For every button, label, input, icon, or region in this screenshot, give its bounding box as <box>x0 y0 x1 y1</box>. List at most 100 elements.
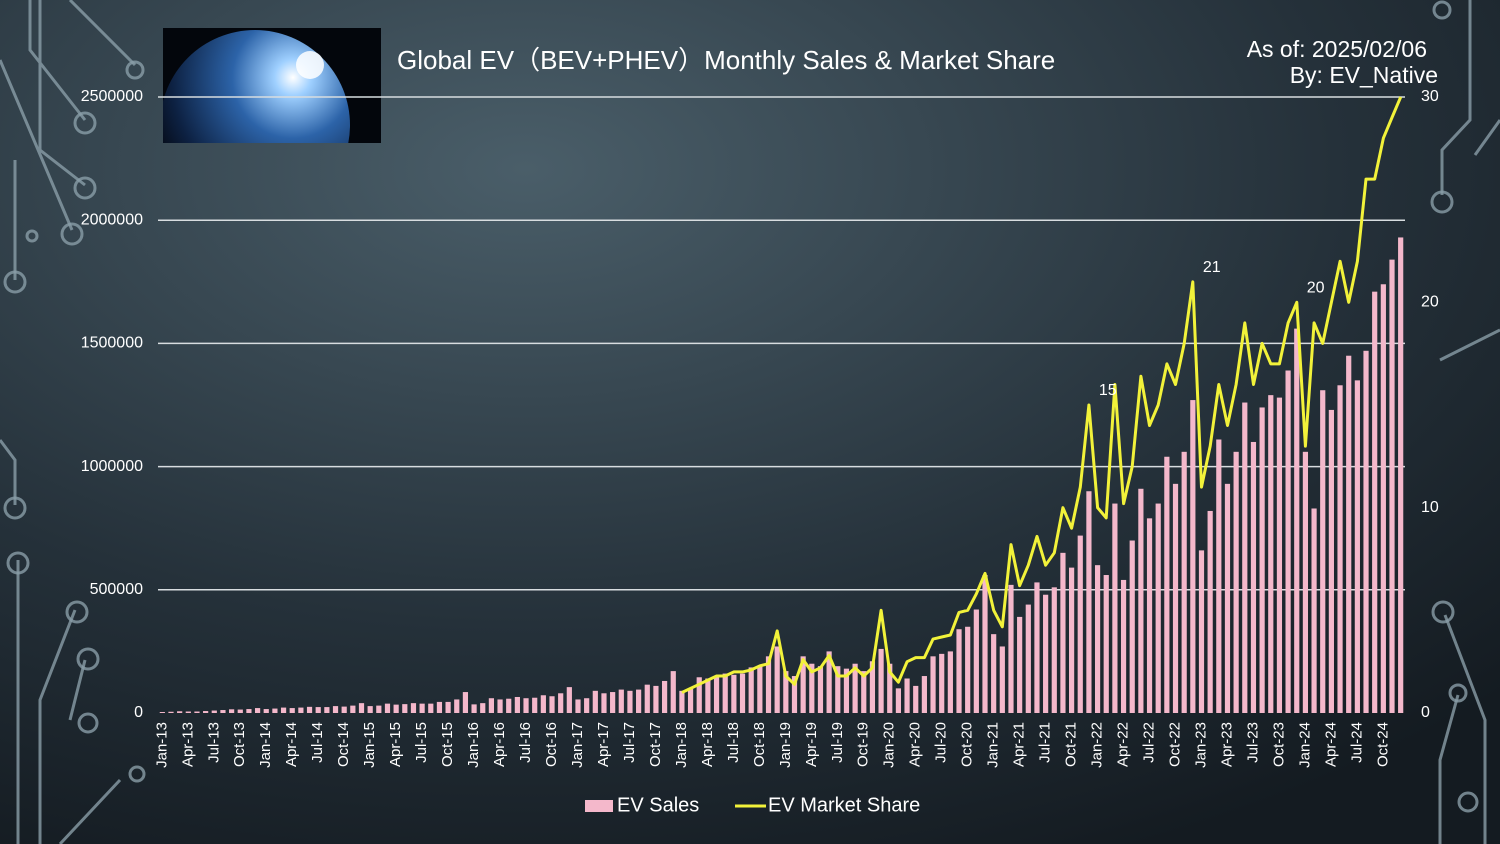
bar <box>774 646 780 713</box>
bar <box>480 703 486 713</box>
bar <box>1363 350 1369 713</box>
data-label: 21 <box>1203 259 1221 276</box>
bar <box>1276 397 1283 713</box>
x-tick-label: Jul-24 <box>1348 722 1365 763</box>
bar <box>272 708 278 713</box>
annotation: By: EV_Native <box>1290 62 1438 88</box>
bar <box>1025 604 1031 713</box>
x-tick-label: Apr-17 <box>595 722 612 767</box>
bar <box>956 629 962 713</box>
bar <box>1294 328 1300 713</box>
legend-label: EV Sales <box>617 794 699 816</box>
bar <box>627 690 633 713</box>
bar <box>1328 409 1334 713</box>
bar <box>540 695 546 713</box>
x-tick-label: Apr-20 <box>907 722 924 767</box>
bar <box>618 689 624 713</box>
bar <box>1320 390 1326 713</box>
bar <box>1051 587 1057 713</box>
x-tick-label: Oct-18 <box>751 722 768 767</box>
x-tick-label: Jul-13 <box>205 722 222 763</box>
x-tick-label: Apr-23 <box>1218 722 1235 767</box>
bar <box>999 646 1005 713</box>
x-tick-label: Oct-24 <box>1374 722 1391 767</box>
x-tick-label: Jul-19 <box>829 722 846 763</box>
bar <box>454 699 460 713</box>
x-tick-label: Apr-14 <box>283 722 300 767</box>
bar <box>436 701 443 713</box>
line <box>681 96 1403 694</box>
bar <box>653 685 659 713</box>
bar <box>1398 237 1404 713</box>
bar <box>1043 594 1049 713</box>
y2-tick-label: 0 <box>1421 704 1430 721</box>
x-tick-label: Jan-22 <box>1089 722 1106 768</box>
bar <box>462 692 469 713</box>
bar <box>1268 395 1274 713</box>
bar <box>679 690 685 713</box>
bar <box>731 674 737 713</box>
bar <box>1346 355 1352 713</box>
x-tick-label: Jan-20 <box>881 722 898 768</box>
bar <box>506 698 512 713</box>
earth-image <box>163 28 381 143</box>
bar <box>809 663 815 713</box>
data-label: 15 <box>1099 382 1117 399</box>
bar <box>497 699 503 713</box>
x-tick-label: Jul-21 <box>1037 722 1054 763</box>
x-tick-label: Apr-22 <box>1115 722 1132 767</box>
bar <box>1138 488 1144 713</box>
bar <box>1337 385 1343 713</box>
bar <box>280 707 287 713</box>
x-tick-label: Jan-17 <box>569 722 586 768</box>
y2-tick-label: 10 <box>1421 499 1439 516</box>
x-tick-label: Jul-22 <box>1141 722 1158 763</box>
x-tick-label: Jan-19 <box>777 722 794 768</box>
bar <box>636 689 642 713</box>
bar <box>1008 584 1014 713</box>
y-tick-label: 1500000 <box>81 335 143 352</box>
bar <box>324 707 330 713</box>
x-tick-label: Jan-16 <box>465 722 482 768</box>
bar <box>523 698 529 713</box>
bar <box>1224 483 1231 713</box>
x-tick-label: Jan-21 <box>985 722 1002 768</box>
annotation: As of: 2025/02/06 <box>1247 36 1427 62</box>
x-tick-label: Jan-15 <box>361 722 378 768</box>
x-tick-label: Apr-18 <box>699 722 716 767</box>
bar <box>783 671 789 713</box>
y-tick-label: 1000000 <box>81 458 143 475</box>
bar <box>1216 439 1222 713</box>
bar <box>1198 550 1205 713</box>
bar <box>289 708 295 713</box>
x-tick-label: Jul-17 <box>621 722 638 763</box>
bar <box>211 710 217 713</box>
bar <box>861 671 867 713</box>
bar <box>566 687 572 713</box>
x-tick-label: Apr-15 <box>387 722 404 767</box>
x-tick-label: Oct-13 <box>231 722 248 767</box>
bar <box>982 575 988 713</box>
x-tick-label: Oct-17 <box>647 722 664 767</box>
bar <box>913 685 919 713</box>
x-tick-label: Jul-18 <box>725 722 742 763</box>
x-tick-label: Oct-15 <box>439 722 456 767</box>
x-tick-label: Oct-23 <box>1270 722 1287 767</box>
bar <box>921 676 927 713</box>
bar <box>159 712 165 713</box>
bar <box>488 698 494 713</box>
bar <box>306 706 313 713</box>
bar <box>878 648 884 713</box>
bar <box>1112 503 1118 713</box>
x-tick-label: Jul-14 <box>309 722 326 763</box>
x-tick-label: Oct-19 <box>855 722 872 767</box>
bar <box>1094 565 1101 713</box>
bar <box>887 663 893 713</box>
x-tick-label: Jan-18 <box>673 722 690 768</box>
bar <box>358 703 365 713</box>
y2-tick-label: 20 <box>1421 294 1439 311</box>
bar <box>1380 284 1386 713</box>
bar <box>800 656 806 713</box>
x-tick-label: Oct-20 <box>959 722 976 767</box>
